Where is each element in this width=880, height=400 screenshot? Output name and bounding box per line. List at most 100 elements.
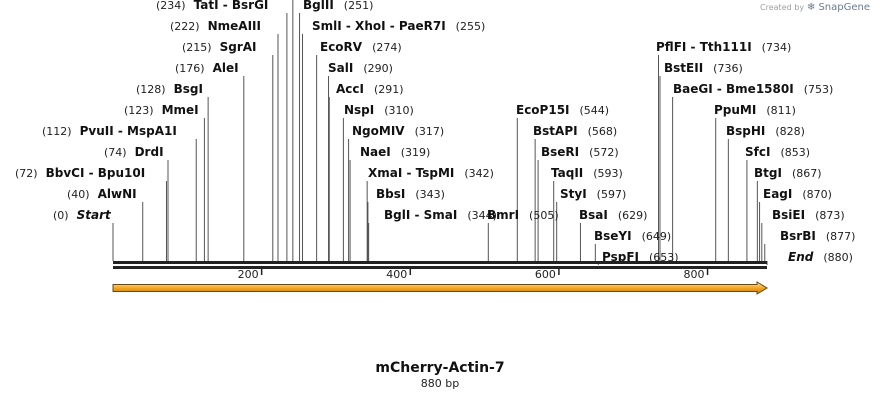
site-position: (597) xyxy=(597,188,627,201)
snapgene-credit: Created by ❄ SnapGene xyxy=(760,2,870,13)
site-position: (568) xyxy=(588,125,618,138)
site-label-start[interactable]: (0) Start xyxy=(53,208,112,222)
site-label-naei[interactable]: NaeI (319) xyxy=(360,145,430,159)
site-label-sfci[interactable]: SfcI (853) xyxy=(745,145,810,159)
site-label-bstapi[interactable]: BstAPI (568) xyxy=(533,124,617,138)
site-name: NgoMIV xyxy=(352,124,405,138)
site-label-bseyi[interactable]: BseYI (649) xyxy=(594,229,671,243)
site-name: SalI xyxy=(328,61,353,75)
site-position: (40) xyxy=(67,188,90,201)
site-name: End xyxy=(788,250,814,264)
site-name: XmaI - TspMI xyxy=(368,166,454,180)
site-label-ecorv[interactable]: EcoRV (274) xyxy=(320,40,402,54)
site-name: BsaI xyxy=(579,208,608,222)
site-label-mmei[interactable]: (123) MmeI xyxy=(124,103,199,117)
site-label-bseri[interactable]: BseRI (572) xyxy=(541,145,619,159)
site-name: BglI - SmaI xyxy=(384,208,457,222)
axis-tick-label-200: 200 xyxy=(238,268,259,281)
site-position: (736) xyxy=(713,62,743,75)
site-position: (72) xyxy=(15,167,38,180)
site-label-nspi[interactable]: NspI (310) xyxy=(344,103,414,117)
site-label-eagi[interactable]: EagI (870) xyxy=(763,187,832,201)
site-label-pvuii-mspa1i[interactable]: (112) PvuII - MspA1I xyxy=(42,124,177,138)
plasmid-name: mCherry-Actin-7 xyxy=(375,360,505,376)
site-label-baegi-bme1580i[interactable]: BaeGI - Bme1580I (753) xyxy=(673,82,833,96)
site-label-pspfi[interactable]: PspFI (653) xyxy=(602,250,679,264)
site-label-ppumi[interactable]: PpuMI (811) xyxy=(714,103,796,117)
site-label-alei[interactable]: (176) AleI xyxy=(175,61,239,75)
site-name: BmrI xyxy=(487,208,519,222)
site-label-sgrai[interactable]: (215) SgrAI xyxy=(182,40,257,54)
axis-tick-label-600: 600 xyxy=(535,268,556,281)
site-position: (344) xyxy=(467,209,497,222)
site-name: TatI - BsrGI xyxy=(194,0,269,12)
site-name: PspFI xyxy=(602,250,639,264)
site-position: (123) xyxy=(124,104,154,117)
site-name: BaeGI - Bme1580I xyxy=(673,82,794,96)
site-label-acci[interactable]: AccI (291) xyxy=(336,82,404,96)
site-position: (290) xyxy=(363,62,393,75)
site-label-styi[interactable]: StyI (597) xyxy=(560,187,626,201)
created-by-text: Created by xyxy=(760,3,805,12)
site-label-bsrbi[interactable]: BsrBI (877) xyxy=(780,229,855,243)
site-label-drdi[interactable]: (74) DrdI xyxy=(104,145,164,159)
site-label-end[interactable]: End (880) xyxy=(788,250,853,264)
site-position: (811) xyxy=(766,104,796,117)
site-label-tati-bsrgi[interactable]: (234) TatI - BsrGI xyxy=(156,0,268,12)
site-label-btgi[interactable]: BtgI (867) xyxy=(754,166,822,180)
snapgene-brand-text: SnapGene xyxy=(818,2,870,13)
site-position: (317) xyxy=(415,125,445,138)
site-label-bbsi[interactable]: BbsI (343) xyxy=(376,187,445,201)
site-label-ecop15i[interactable]: EcoP15I (544) xyxy=(516,103,609,117)
site-label-taqii[interactable]: TaqII (593) xyxy=(551,166,623,180)
site-label-bgli-smai[interactable]: BglI - SmaI (344) xyxy=(384,208,497,222)
site-position: (343) xyxy=(415,188,445,201)
snapgene-logo-icon: ❄ xyxy=(807,2,816,13)
feature-arrow[interactable] xyxy=(112,281,768,295)
site-name: BstEII xyxy=(664,61,703,75)
site-name: NaeI xyxy=(360,145,391,159)
site-position: (291) xyxy=(374,83,404,96)
site-position: (505) xyxy=(529,209,559,222)
site-position: (319) xyxy=(401,146,431,159)
site-position: (867) xyxy=(792,167,822,180)
site-name: BsrBI xyxy=(780,229,816,243)
site-position: (234) xyxy=(156,0,186,12)
site-name: Start xyxy=(77,208,112,222)
site-label-bsteii[interactable]: BstEII (736) xyxy=(664,61,743,75)
site-label-nmeaiii[interactable]: (222) NmeAIII xyxy=(170,19,261,33)
site-position: (222) xyxy=(170,20,200,33)
site-name: NspI xyxy=(344,103,374,117)
site-position: (274) xyxy=(372,41,402,54)
site-position: (112) xyxy=(42,125,72,138)
site-position: (880) xyxy=(823,251,853,264)
cut-lines xyxy=(112,0,768,265)
site-position: (255) xyxy=(456,20,486,33)
site-label-ngomiv[interactable]: NgoMIV (317) xyxy=(352,124,444,138)
site-label-smli-xhoi-paer7i[interactable]: SmlI - XhoI - PaeR7I (255) xyxy=(312,19,485,33)
site-position: (0) xyxy=(53,209,69,222)
site-name: DrdI xyxy=(135,145,164,159)
site-label-pflfi-tth111i[interactable]: PflFI - Tth111I (734) xyxy=(656,40,791,54)
site-label-bsiei[interactable]: BsiEI (873) xyxy=(772,208,845,222)
site-name: PvuII - MspA1I xyxy=(80,124,177,138)
site-label-bsphi[interactable]: BspHI (828) xyxy=(726,124,805,138)
plasmid-size: 880 bp xyxy=(420,377,460,390)
site-name: BbvCI - Bpu10I xyxy=(46,166,146,180)
site-name: BglII xyxy=(303,0,334,12)
site-label-bsai[interactable]: BsaI (629) xyxy=(579,208,647,222)
site-label-xmai-tspmi[interactable]: XmaI - TspMI (342) xyxy=(368,166,494,180)
site-label-alwni[interactable]: (40) AlwNI xyxy=(67,187,137,201)
site-name: TaqII xyxy=(551,166,583,180)
site-position: (853) xyxy=(780,146,810,159)
mcherry-actin-feature-arrow[interactable] xyxy=(112,281,768,295)
site-label-bglii[interactable]: BglII (251) xyxy=(303,0,373,12)
site-position: (342) xyxy=(464,167,494,180)
site-label-bbvci-bpu10i[interactable]: (72) BbvCI - Bpu10I xyxy=(15,166,145,180)
site-label-sali[interactable]: SalI (290) xyxy=(328,61,393,75)
site-label-bsgi[interactable]: (128) BsgI xyxy=(136,82,203,96)
site-position: (734) xyxy=(762,41,792,54)
site-label-bmri[interactable]: BmrI (505) xyxy=(487,208,559,222)
site-position: (870) xyxy=(802,188,832,201)
